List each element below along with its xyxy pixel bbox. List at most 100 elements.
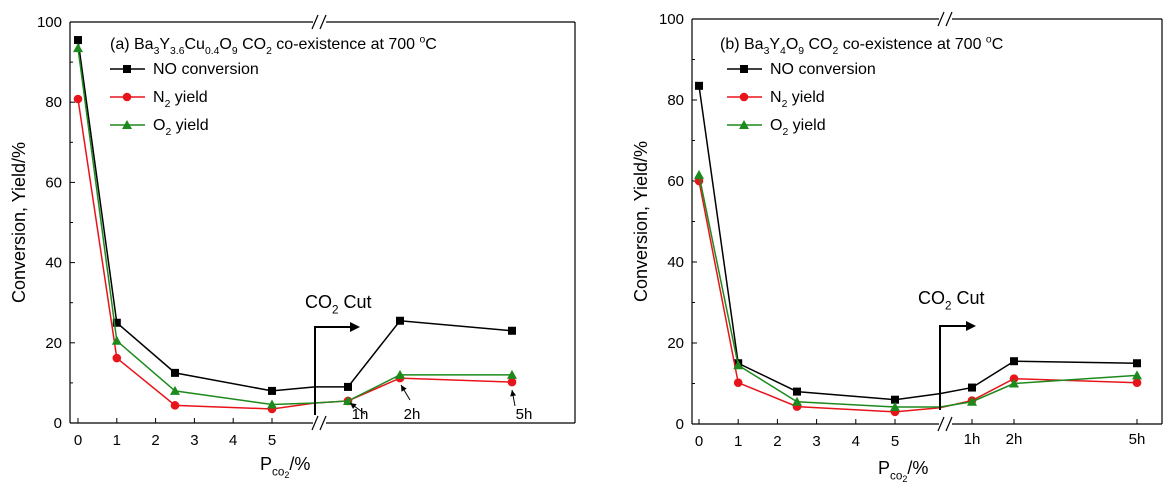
- annotation-co2-cut-b-part-0: CO: [918, 288, 945, 308]
- break-stroke-1: [937, 416, 945, 432]
- legend-label-a-1-part-2: yield: [170, 89, 207, 106]
- y-axis-label-b: Conversion, Yield/%: [631, 141, 651, 302]
- legend-label-a-2-part-2: yield: [171, 117, 208, 134]
- legend-marker-b-1: [739, 92, 749, 102]
- break-stroke-2: [319, 415, 327, 431]
- data-point-b-2-2: [792, 396, 802, 406]
- chart-title-a-part-3: 3.6: [170, 46, 185, 57]
- chart-title-b-part-6: CO: [804, 36, 832, 53]
- time-pointer-head-a-2: [510, 390, 517, 397]
- x-tick-label-b-3: 3: [812, 433, 820, 450]
- cut-arrow-b: [939, 321, 976, 410]
- chart-title-b-part-9: o: [986, 35, 992, 46]
- data-point-b-0-6: [1010, 357, 1018, 366]
- x-axis-label-b: Pco​2​/%: [878, 458, 928, 484]
- time-label-a-2: 5h: [516, 406, 533, 423]
- legend-label-a-0-part-0: NO conversion: [153, 61, 259, 78]
- x-tick-label-a-3: 3: [190, 432, 198, 449]
- legend-label-a-0: NO conversion: [153, 61, 259, 78]
- legend-label-b-1-part-0: N: [770, 89, 782, 106]
- legend-label-a-2-part-0: O: [153, 117, 165, 134]
- series-line-a-0: [77, 39, 513, 392]
- series-line-b-0: [698, 85, 1138, 401]
- data-point-b-1-7: [1132, 378, 1142, 387]
- annotation-co2-cut-a-part-0: CO: [305, 292, 332, 312]
- data-point-a-2-7: [507, 369, 517, 379]
- x-axis-label-b-part-2: 2: [902, 474, 907, 484]
- chart-title-b-part-4: O: [786, 36, 798, 53]
- legend-label-a-1-part-1: 2: [165, 99, 171, 110]
- data-point-a-0-5: [344, 382, 352, 391]
- legend-label-a-2-part-1: 2: [165, 127, 171, 138]
- data-point-a-2-2: [170, 385, 180, 395]
- data-point-a-2-0: [73, 43, 83, 53]
- series-line-a-1: [77, 98, 513, 410]
- data-point-b-0-3: [891, 395, 899, 404]
- legend-label-b-2-part-2: yield: [788, 117, 825, 134]
- data-point-b-2-6: [1009, 378, 1019, 388]
- legend-label-b-1-part-2: yield: [787, 89, 824, 106]
- data-point-a-0-3: [268, 386, 276, 395]
- legend-marker-b-2: [739, 120, 749, 129]
- data-point-a-2-1: [111, 335, 122, 345]
- data-point-b-0-5: [968, 383, 976, 392]
- axis-break-a-0: [311, 415, 327, 431]
- cut-arrow-path: [314, 326, 352, 415]
- y-tick-label-b-5: 100: [659, 11, 684, 28]
- y-tick-label-a-0: 0: [54, 415, 62, 432]
- y-tick-label-a-2: 40: [45, 255, 62, 272]
- x-tick-label-b-1: 1: [734, 433, 742, 450]
- x-axis-label-a-part-0: P: [260, 454, 272, 474]
- data-point-b-0-0: [695, 81, 703, 90]
- chart-title-b-part-2: Y: [769, 36, 780, 53]
- x-axis-label-a-part-1: co: [272, 465, 285, 478]
- y-tick-label-a-5: 100: [37, 14, 62, 31]
- chart-title-a-part-8: CO: [238, 36, 266, 53]
- data-point-a-0-7: [508, 326, 516, 335]
- legend-label-b-0-part-0: NO conversion: [770, 61, 876, 78]
- break-stroke-2: [945, 11, 953, 27]
- legend-label-b-2-part-0: O: [770, 117, 782, 134]
- legend-marker-a-1: [122, 92, 132, 102]
- y-tick-label-a-4: 80: [45, 94, 62, 111]
- break-stroke-2: [319, 14, 327, 30]
- annotation-co2-cut-b: CO2​ Cut: [918, 288, 985, 312]
- series-line-b-2: [698, 174, 1138, 408]
- legend-label-b-2-part-1: 2: [782, 127, 788, 138]
- data-point-a-1-1: [112, 353, 122, 363]
- chart-title-a-part-9: 2: [266, 46, 272, 57]
- data-point-a-0-6: [396, 316, 404, 325]
- x-axis-label-a-part-2: 2: [284, 470, 289, 480]
- annotation-co2-cut-a-part-1: 2: [332, 303, 339, 316]
- axis-break-b-0: [937, 416, 953, 432]
- x-tick-label-a-5: 5: [268, 432, 276, 449]
- legend-marker-a-0: [123, 65, 131, 73]
- data-point-a-0-0: [74, 36, 82, 45]
- y-tick-label-b-4: 80: [667, 92, 684, 109]
- x-tick-label-a-0: 0: [74, 432, 82, 449]
- y-tick-label-b-3: 60: [667, 173, 684, 190]
- chart-svg-a: 0 20 40 60 80 100 0 1 2 3 4 5 Conversion, Yield/% Pco…: [9, 14, 576, 480]
- data-point-a-1-2: [170, 401, 180, 410]
- data-point-b-0-2: [793, 387, 801, 396]
- x-axis-label-a-part-3: /%: [289, 454, 310, 474]
- time-label-b-2: 5h: [1129, 431, 1146, 448]
- cut-arrow-head: [966, 321, 976, 331]
- legend-label-a-2: O2​ yield: [153, 117, 209, 138]
- data-point-b-2-5: [967, 396, 977, 406]
- break-stroke-2: [945, 416, 953, 432]
- chart-panel-a: 0 20 40 60 80 100 0 1 2 3 4 5 Conversion, Yield/% Pco…: [9, 14, 576, 480]
- x-tick-label-b-0: 0: [695, 433, 703, 450]
- time-pointer-head-a-1: [401, 385, 407, 392]
- data-point-b-0-7: [1133, 359, 1141, 368]
- data-point-a-1-7: [507, 377, 517, 387]
- chart-title-b-part-10: C: [992, 36, 1004, 53]
- data-point-b-2-7: [1132, 370, 1142, 380]
- time-label-b-0: 1h: [964, 431, 981, 448]
- y-tick-label-a-3: 60: [45, 174, 62, 191]
- annotation-co2-cut-a: CO2​ Cut: [305, 292, 372, 316]
- data-point-b-2-3: [890, 401, 900, 411]
- chart-title-b-part-8: co-existence at 700: [838, 36, 986, 53]
- y-tick-label-a-1: 20: [45, 335, 62, 352]
